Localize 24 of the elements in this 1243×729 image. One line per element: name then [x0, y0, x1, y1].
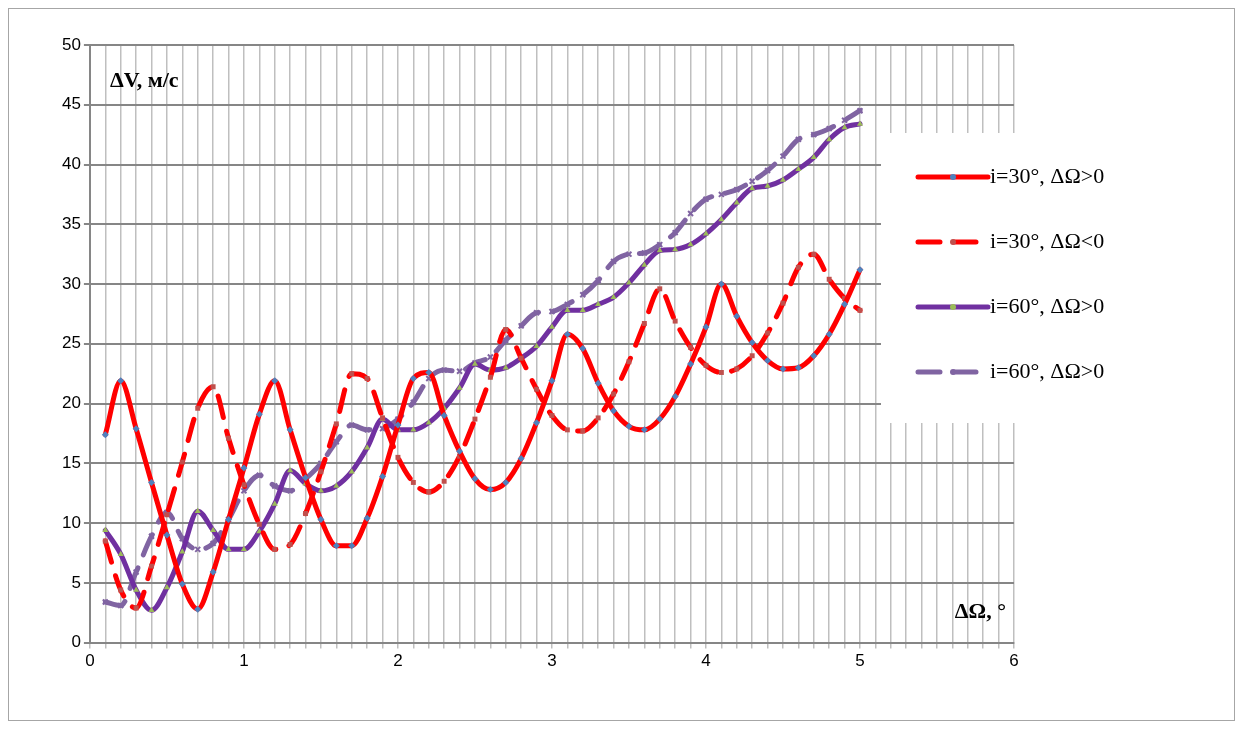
y-tick-label: 25 — [61, 333, 81, 353]
y-tick-label: 30 — [61, 273, 81, 293]
legend-label: i=30°, ΔΩ>0 — [990, 162, 1105, 188]
x-tick-label: 0 — [85, 651, 95, 671]
y-tick-label: 50 — [61, 34, 81, 54]
y-tick-label: 5 — [71, 572, 81, 592]
legend-label: i=30°, ΔΩ<0 — [990, 227, 1105, 253]
y-tick-label: 0 — [71, 632, 81, 652]
x-tick-label: 5 — [855, 651, 865, 671]
y-tick-label: 10 — [61, 512, 81, 532]
legend-label: i=60°, ΔΩ>0 — [990, 357, 1105, 383]
y-tick-label: 20 — [61, 393, 81, 413]
x-tick-label: 4 — [701, 651, 711, 671]
y-tick-label: 35 — [61, 213, 81, 233]
y-tick-label: 45 — [61, 94, 81, 114]
x-tick-label: 1 — [239, 651, 249, 671]
x-tick-label: 3 — [547, 651, 557, 671]
legend-label: i=60°, ΔΩ>0 — [990, 292, 1105, 318]
y-tick-label: 15 — [61, 453, 81, 473]
x-tick-label: 2 — [393, 651, 403, 671]
x-tick-label: 6 — [1009, 651, 1019, 671]
y-tick-label: 40 — [61, 154, 81, 174]
y-axis-title: ΔV, м/с — [109, 66, 179, 92]
x-axis-title: ΔΩ, ° — [954, 598, 1006, 624]
